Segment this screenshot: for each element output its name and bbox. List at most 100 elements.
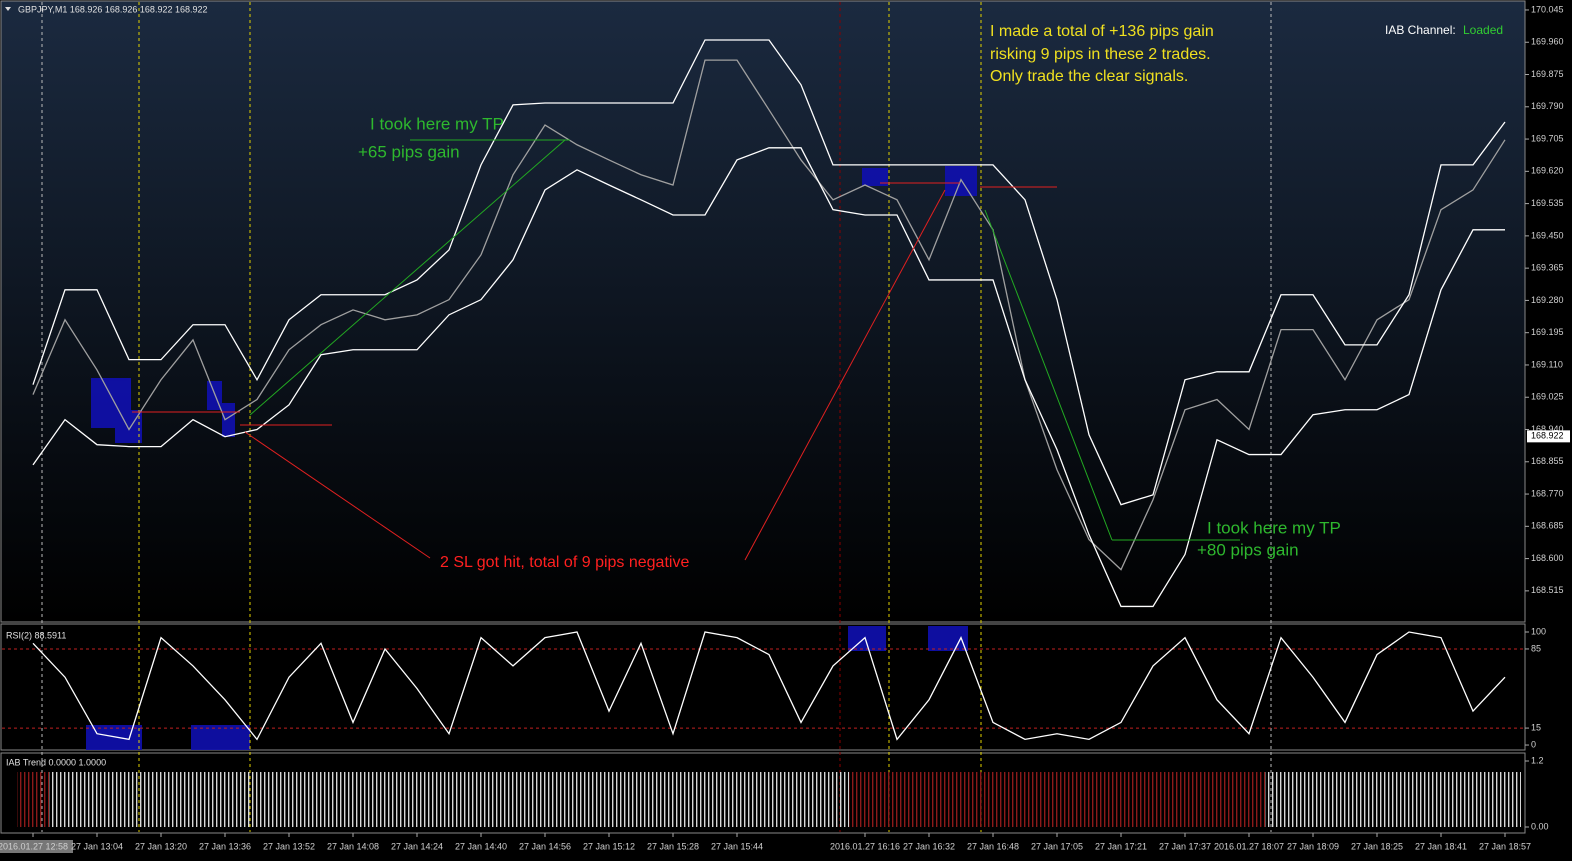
trend-bar bbox=[433, 771, 465, 827]
x-tick-label: 27 Jan 17:05 bbox=[1031, 841, 1083, 851]
y-tick-label: 169.280 bbox=[1531, 295, 1564, 305]
y-tick-label: 1.2 bbox=[1531, 755, 1544, 765]
summary-note: risking 9 pips in these 2 trades. bbox=[990, 46, 1211, 63]
trend-bar bbox=[945, 771, 977, 827]
trend-bar bbox=[465, 771, 497, 827]
trend-bar bbox=[1393, 771, 1425, 827]
trend-bar bbox=[1361, 771, 1393, 827]
y-tick-label: 168.515 bbox=[1531, 585, 1564, 595]
trend-bar bbox=[1329, 771, 1361, 827]
tp-note: +65 pips gain bbox=[358, 142, 460, 161]
y-tick-label: 168.600 bbox=[1531, 553, 1564, 563]
y-tick-label: 169.705 bbox=[1531, 133, 1564, 143]
trend-bar bbox=[209, 771, 241, 827]
series-line bbox=[32, 39, 1506, 506]
x-tick-label: 27 Jan 13:20 bbox=[135, 841, 187, 851]
trend-bar bbox=[1265, 771, 1297, 827]
y-tick-label: 169.535 bbox=[1531, 198, 1564, 208]
trend-bar bbox=[17, 771, 49, 827]
x-tick-label: 2016.01.27 16:16 bbox=[830, 841, 900, 851]
tp-note: +80 pips gain bbox=[1197, 540, 1299, 559]
trend-bar bbox=[593, 771, 625, 827]
trend-bar bbox=[753, 771, 785, 827]
trend-bar bbox=[977, 771, 1009, 827]
x-tick-label: 27 Jan 14:40 bbox=[455, 841, 507, 851]
trend-bar bbox=[401, 771, 433, 827]
price-box bbox=[1527, 430, 1570, 443]
trend-bar bbox=[1073, 771, 1105, 827]
x-tick-label: 27 Jan 14:08 bbox=[327, 841, 379, 851]
y-tick-label: 0 bbox=[1531, 739, 1536, 749]
trend-bar bbox=[1169, 771, 1201, 827]
x-tick-label: 27 Jan 13:04 bbox=[71, 841, 123, 851]
x-tick-label: 27 Jan 15:44 bbox=[711, 841, 763, 851]
y-tick-label: 169.365 bbox=[1531, 263, 1564, 273]
trend-bar bbox=[273, 771, 305, 827]
y-tick-label: 169.960 bbox=[1531, 37, 1564, 47]
trend-bar bbox=[305, 771, 337, 827]
sl-note: 2 SL got hit, total of 9 pips negative bbox=[440, 554, 689, 571]
x-tick-label: 27 Jan 13:52 bbox=[263, 841, 315, 851]
trend-bar bbox=[1009, 771, 1041, 827]
trend-bar bbox=[849, 771, 881, 827]
y-tick-label: 169.620 bbox=[1531, 166, 1564, 176]
indicator-status: Loaded bbox=[1463, 23, 1503, 37]
series-line bbox=[32, 147, 1505, 608]
trend-bar bbox=[881, 771, 913, 827]
x-tick-label: 27 Jan 18:09 bbox=[1287, 841, 1339, 851]
x-tick-label: 27 Jan 14:56 bbox=[519, 841, 571, 851]
trend-bar bbox=[1233, 771, 1265, 827]
trend-bar bbox=[1297, 771, 1329, 827]
x-tick-label: 27 Jan 13:36 bbox=[199, 841, 251, 851]
trade-lines bbox=[132, 139, 1240, 561]
y-tick-label: 100 bbox=[1531, 626, 1546, 636]
trend-bar bbox=[689, 771, 721, 827]
trend-bar bbox=[1425, 771, 1457, 827]
vertical-lines bbox=[41, 2, 1272, 832]
x-tick-label: 2016.01.27 18:07 bbox=[1214, 841, 1284, 851]
x-tick-label: 27 Jan 17:37 bbox=[1159, 841, 1211, 851]
x-tick-label: 27 Jan 18:57 bbox=[1479, 841, 1531, 851]
y-tick-label: 168.940 bbox=[1531, 424, 1564, 434]
y-tick-label: 169.195 bbox=[1531, 327, 1564, 337]
y-tick-label: 85 bbox=[1531, 643, 1541, 653]
summary-note: Only trade the clear signals. bbox=[990, 68, 1188, 85]
y-tick-label: 168.855 bbox=[1531, 456, 1564, 466]
trend-bar bbox=[1041, 771, 1073, 827]
x-tick-label: 27 Jan 16:48 bbox=[967, 841, 1019, 851]
x-tick-label: 27 Jan 18:41 bbox=[1415, 841, 1467, 851]
y-tick-label: 168.770 bbox=[1531, 488, 1564, 498]
trend-bar bbox=[817, 771, 849, 827]
x-tick-label: 27 Jan 18:25 bbox=[1351, 841, 1403, 851]
x-tick-label: 27 Jan 15:12 bbox=[583, 841, 635, 851]
trend-bar bbox=[497, 771, 529, 827]
trend-bar bbox=[81, 771, 113, 827]
x-label-box bbox=[0, 840, 73, 853]
y-tick-label: 169.025 bbox=[1531, 392, 1564, 402]
trend-bar bbox=[337, 771, 369, 827]
trend-title: IAB Trend 0.0000 1.0000 bbox=[6, 757, 106, 767]
trend-bar bbox=[241, 771, 273, 827]
indicator-label: IAB Channel: bbox=[1385, 23, 1456, 37]
trend-bar bbox=[145, 771, 177, 827]
trend-bar bbox=[785, 771, 817, 827]
trend-bar bbox=[113, 771, 145, 827]
tp-note: I took here my TP bbox=[370, 114, 504, 133]
trend-bar bbox=[369, 771, 401, 827]
series-line bbox=[32, 59, 1506, 571]
trend-bar bbox=[177, 771, 209, 827]
tp-note: I took here my TP bbox=[1207, 518, 1341, 537]
x-tick-label: 2016.01.27 12:58 bbox=[0, 841, 68, 851]
trend-bar bbox=[1137, 771, 1169, 827]
x-tick-label: 27 Jan 17:21 bbox=[1095, 841, 1147, 851]
series-line bbox=[32, 631, 1506, 741]
x-tick-label: 27 Jan 14:24 bbox=[391, 841, 443, 851]
trend-bar bbox=[913, 771, 945, 827]
trend-bar bbox=[625, 771, 657, 827]
y-tick-label: 170.045 bbox=[1531, 4, 1564, 14]
summary-note: I made a total of +136 pips gain bbox=[990, 23, 1214, 40]
y-tick-label: 169.875 bbox=[1531, 69, 1564, 79]
trend-bar bbox=[1105, 771, 1137, 827]
y-tick-label: 15 bbox=[1531, 722, 1541, 732]
